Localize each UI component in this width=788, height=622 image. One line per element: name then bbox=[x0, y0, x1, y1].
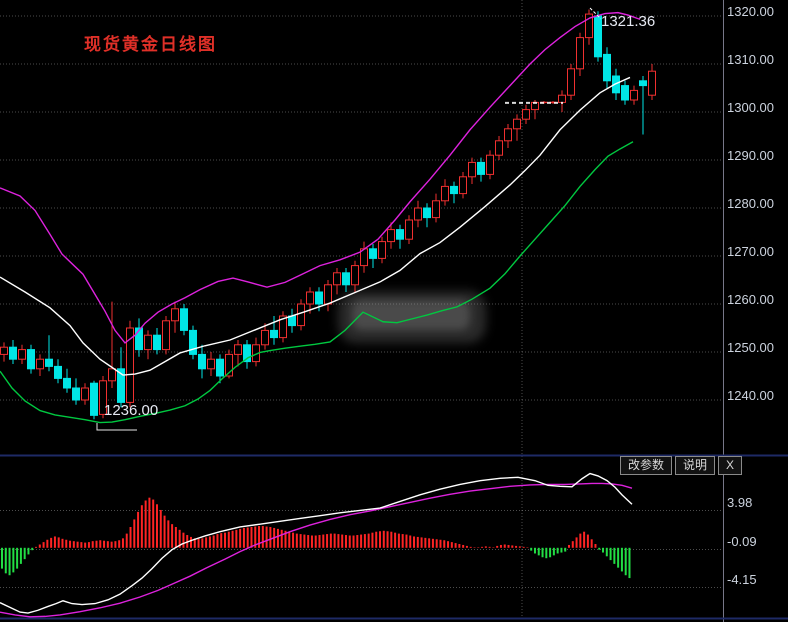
candle-body-down bbox=[603, 53, 611, 82]
candle-body-up bbox=[495, 140, 503, 156]
candle-body-down bbox=[153, 334, 161, 351]
candle-body-down bbox=[396, 229, 404, 240]
price-tick-label: 1310.00 bbox=[727, 52, 774, 67]
candle-body-up bbox=[522, 109, 530, 120]
candle-body-up bbox=[378, 241, 386, 259]
indicator-toolbar: 改参数 说明 X bbox=[620, 456, 743, 475]
indicator-tick-label: -4.15 bbox=[727, 572, 757, 588]
candle-body-down bbox=[216, 358, 224, 377]
candle-body-up bbox=[171, 308, 179, 322]
price-tick-label: 1250.00 bbox=[727, 340, 774, 355]
candle-body-up bbox=[108, 368, 116, 382]
candle-body-up bbox=[459, 176, 467, 195]
change-params-button[interactable]: 改参数 bbox=[620, 456, 673, 475]
candle-body-up bbox=[36, 358, 44, 370]
candle-body-up bbox=[225, 353, 233, 377]
candle-body-up bbox=[504, 128, 512, 142]
candle-body-up bbox=[558, 94, 566, 103]
help-button[interactable]: 说明 bbox=[675, 456, 716, 475]
candle-body-up bbox=[324, 284, 332, 305]
candle-body-down bbox=[54, 365, 62, 379]
candle-body-up bbox=[297, 303, 305, 327]
candle-body-up bbox=[468, 161, 476, 178]
candle-body-up bbox=[585, 13, 593, 39]
candle-body-up bbox=[333, 272, 341, 286]
candle-body-up bbox=[0, 346, 8, 355]
candle-body-down bbox=[117, 368, 125, 403]
candle-body-down bbox=[198, 353, 206, 370]
candle-body-down bbox=[621, 85, 629, 101]
candle-body-up bbox=[162, 320, 170, 351]
candle-body-down bbox=[369, 248, 377, 259]
candle-body-down bbox=[342, 272, 350, 286]
low-price-annotation: 1236.00 bbox=[104, 402, 159, 419]
candle-body-up bbox=[576, 37, 584, 70]
candle-body-up bbox=[441, 185, 449, 202]
close-indicator-button[interactable]: X bbox=[718, 456, 743, 475]
lower-band-line bbox=[0, 141, 634, 424]
candle-body-down bbox=[45, 358, 53, 367]
candle-body-down bbox=[90, 382, 98, 416]
candle-body-up bbox=[351, 265, 359, 286]
price-tick-label: 1240.00 bbox=[727, 388, 774, 403]
dea-line bbox=[0, 482, 633, 618]
candle-body-down bbox=[135, 327, 143, 351]
candle-body-up bbox=[405, 219, 413, 240]
candle-body-up bbox=[567, 68, 575, 96]
candle-body-up bbox=[513, 118, 521, 130]
high-pointer-line bbox=[589, 7, 602, 20]
price-tick-label: 1260.00 bbox=[727, 292, 774, 307]
candle-body-up bbox=[387, 229, 395, 243]
candle-body-up bbox=[144, 334, 152, 351]
candle-body-down bbox=[270, 329, 278, 339]
price-tick-label: 1280.00 bbox=[727, 196, 774, 211]
blurred-watermark bbox=[338, 291, 486, 343]
candle-body-down bbox=[243, 344, 251, 363]
candle-body-up bbox=[18, 349, 26, 360]
candle-body-down bbox=[180, 308, 188, 331]
candle-body-up bbox=[648, 70, 656, 96]
high-price-annotation: 1321.36 bbox=[601, 13, 656, 30]
candle-body-down bbox=[450, 185, 458, 195]
candle-body-up bbox=[630, 89, 638, 101]
blurred-watermark-inner bbox=[352, 300, 470, 330]
candle-body-down bbox=[639, 80, 647, 87]
price-tick-label: 1300.00 bbox=[727, 100, 774, 115]
candle-body-down bbox=[72, 387, 80, 401]
upper-ma-line bbox=[0, 11, 641, 344]
low-pointer-line bbox=[96, 423, 137, 431]
middle-ma-line bbox=[0, 76, 631, 376]
candle-body-down bbox=[315, 291, 323, 305]
candle-body-up bbox=[414, 207, 422, 221]
candle-body-up bbox=[306, 291, 314, 305]
candle-body-up bbox=[207, 358, 215, 370]
candle-body-up bbox=[486, 154, 494, 175]
price-tick-label: 1290.00 bbox=[727, 148, 774, 163]
chart-title: 现货黄金日线图 bbox=[84, 35, 217, 54]
candle-body-down bbox=[189, 329, 197, 355]
candle-body-down bbox=[9, 346, 17, 360]
candle-body-down bbox=[63, 377, 71, 389]
candle-body-up bbox=[432, 200, 440, 219]
candle-body-up bbox=[99, 380, 107, 415]
candle-body-down bbox=[423, 207, 431, 219]
candle-body-up bbox=[279, 315, 287, 339]
candle-body-up bbox=[234, 344, 242, 355]
indicator-tick-label: 3.98 bbox=[727, 495, 753, 511]
candle-body-up bbox=[126, 327, 134, 403]
price-tick-label: 1320.00 bbox=[727, 4, 774, 19]
candle-body-up bbox=[261, 329, 269, 346]
candle-body-up bbox=[81, 387, 89, 401]
candle-body-down bbox=[477, 161, 485, 175]
candle-body-down bbox=[27, 349, 35, 370]
price-tick-label: 1270.00 bbox=[727, 244, 774, 259]
indicator-tick-label: -0.09 bbox=[727, 533, 757, 549]
dif-line bbox=[0, 472, 633, 614]
